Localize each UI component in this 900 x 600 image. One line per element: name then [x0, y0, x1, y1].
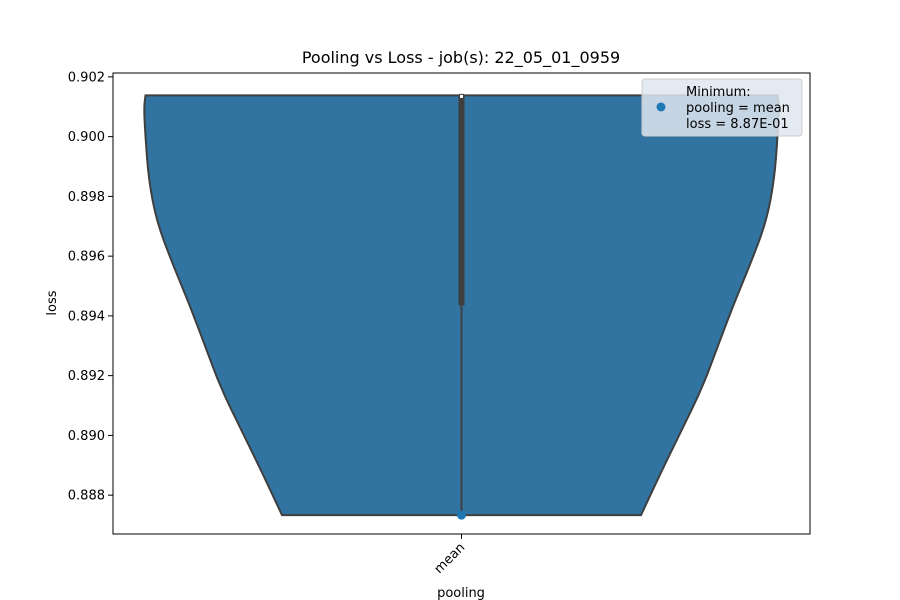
y-tick-label: 0.898	[68, 190, 105, 205]
legend-marker	[656, 102, 666, 112]
y-tick-label: 0.902	[68, 70, 105, 85]
violin-median-marker-mean	[459, 93, 464, 99]
y-tick-label: 0.888	[68, 489, 105, 504]
legend-box	[641, 78, 803, 137]
minimum-point	[457, 510, 466, 520]
x-axis-label: pooling	[437, 586, 485, 600]
y-tick-label: 0.890	[68, 429, 105, 444]
y-tick-label: 0.900	[68, 130, 105, 145]
chart-title: Pooling vs Loss - job(s): 22_05_01_0959	[302, 48, 620, 68]
plot-area	[143, 93, 780, 520]
legend-title: Minimum:	[686, 85, 751, 100]
y-tick-label: 0.892	[68, 369, 105, 384]
legend-line-pooling: pooling = mean	[686, 101, 790, 116]
x-tick-label: mean	[432, 540, 469, 577]
y-tick-label: 0.896	[68, 250, 105, 265]
y-axis-label: loss	[45, 290, 60, 315]
y-tick-label: 0.894	[68, 309, 105, 324]
legend: Minimum: pooling = mean loss = 8.87E-01	[641, 78, 803, 137]
violin-iqr-box-mean	[458, 95, 465, 306]
y-axis: 0.888 0.890 0.892 0.894 0.896 0.898 0.900 0.902	[68, 70, 113, 504]
x-axis: mean	[432, 534, 469, 577]
legend-line-loss: loss = 8.87E-01	[686, 117, 789, 132]
